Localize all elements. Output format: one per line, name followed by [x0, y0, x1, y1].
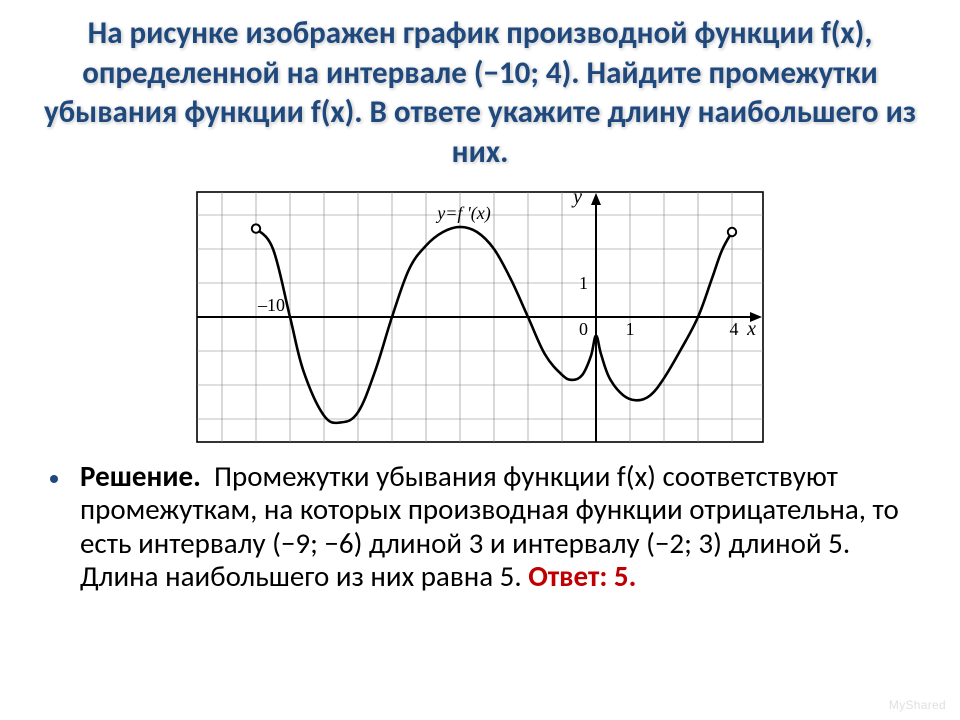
svg-text:y=f '(x): y=f '(x)	[435, 203, 490, 224]
chart-container: y x –10 0 1 1 4 y=f '(x)	[196, 191, 764, 443]
problem-title: На рисунке изображен график производной …	[0, 0, 960, 173]
solution-text: Решение. Промежутки убывания функции f(x…	[80, 460, 920, 593]
svg-text:x: x	[746, 318, 756, 340]
slide: На рисунке изображен график производной …	[0, 0, 960, 720]
solution-label: Решение.	[80, 458, 201, 494]
svg-text:y: y	[571, 191, 582, 208]
svg-text:4: 4	[730, 319, 739, 339]
solution-bullet: Решение. Промежутки убывания функции f(x…	[50, 460, 920, 593]
solution-answer: Ответ: 5.	[528, 558, 636, 594]
svg-text:0: 0	[579, 319, 588, 339]
bullet-dot-icon	[50, 475, 58, 483]
watermark: MyShared	[889, 698, 946, 712]
svg-text:–10: –10	[257, 295, 285, 315]
solution-block: Решение. Промежутки убывания функции f(x…	[50, 460, 920, 593]
derivative-chart: y x –10 0 1 1 4 y=f '(x)	[196, 191, 764, 443]
solution-body: Промежутки убывания функции f(x) соответ…	[80, 458, 899, 594]
svg-text:1: 1	[579, 273, 588, 293]
svg-text:1: 1	[626, 319, 635, 339]
